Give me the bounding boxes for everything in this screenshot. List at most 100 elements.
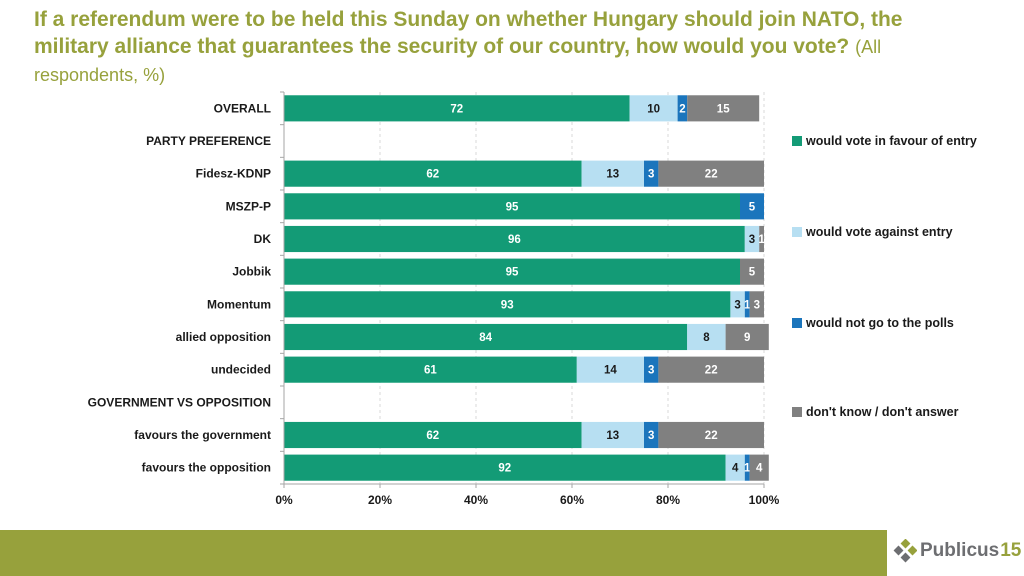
bar-segment-not-go xyxy=(744,291,750,318)
bar-segment-dont-know xyxy=(749,454,769,481)
data-label-against: 8 xyxy=(703,332,710,344)
data-label-not-go: 5 xyxy=(749,201,756,213)
data-label-dont-know: 9 xyxy=(744,332,750,344)
bar-segment-against xyxy=(581,421,644,449)
legend-swatch-dont-know xyxy=(792,407,802,417)
category-label: favours the government xyxy=(134,428,271,442)
bar-segment-against xyxy=(576,356,644,383)
legend-item-dont-know: don't know / don't answer xyxy=(792,402,1007,422)
category-label: Jobbik xyxy=(232,265,271,279)
data-label-dont-know: 22 xyxy=(705,169,718,181)
category-label: undecided xyxy=(211,363,271,377)
bar-segment-favour xyxy=(284,323,688,351)
chart-title: If a referendum were to be held this Sun… xyxy=(34,6,934,89)
category-label: favours the opposition xyxy=(142,461,271,475)
bar-segment-favour xyxy=(284,225,745,253)
bar-segment-dont-know xyxy=(749,291,764,318)
bar-segment-favour xyxy=(284,193,740,220)
data-label-not-go: 3 xyxy=(648,365,654,377)
category-label: allied opposition xyxy=(176,330,271,344)
bar-segment-favour xyxy=(284,160,582,187)
data-label-dont-know: 22 xyxy=(705,430,718,442)
bar-segment-dont-know xyxy=(759,225,764,253)
category-label: GOVERNMENT VS OPPOSITION xyxy=(88,395,271,409)
data-label-favour: 92 xyxy=(498,463,511,475)
bar-segment-favour xyxy=(284,356,577,383)
x-tick-label: 0% xyxy=(275,493,293,507)
data-label-against: 14 xyxy=(604,365,617,377)
legend-label-dont-know: don't know / don't answer xyxy=(806,405,959,419)
bar-segment-not-go xyxy=(740,193,764,220)
chart-title-main: If a referendum were to be held this Sun… xyxy=(34,8,903,58)
legend-swatch-favour xyxy=(792,136,802,146)
category-label: Fidesz-KDNP xyxy=(196,167,271,181)
data-label-dont-know: 1 xyxy=(758,234,765,246)
legend-item-not-go: would not go to the polls xyxy=(792,313,1007,333)
data-label-favour: 95 xyxy=(506,201,519,213)
legend-label-not-go: would not go to the polls xyxy=(806,316,954,330)
data-label-against: 3 xyxy=(734,299,740,311)
diamond-logo-icon xyxy=(893,539,917,563)
legend-item-against: would vote against entry xyxy=(792,222,1007,242)
data-label-against: 10 xyxy=(647,103,660,115)
legend-item-favour: would vote in favour of entry xyxy=(792,131,1007,151)
bar-segment-not-go xyxy=(644,160,659,187)
bar-segment-against xyxy=(730,291,745,318)
bar-segment-against xyxy=(629,95,678,122)
bar-segment-against xyxy=(581,160,644,187)
data-label-dont-know: 22 xyxy=(705,365,718,377)
bar-segment-against xyxy=(744,225,760,253)
x-tick-label: 20% xyxy=(368,493,392,507)
data-label-favour: 95 xyxy=(506,267,519,279)
legend-label-against: would vote against entry xyxy=(806,225,953,239)
bar-segment-favour xyxy=(284,421,582,449)
bar-segment-not-go xyxy=(677,95,688,122)
category-label: Momentum xyxy=(207,297,271,311)
x-tick-label: 80% xyxy=(656,493,680,507)
category-label: DK xyxy=(254,232,272,246)
data-label-against: 3 xyxy=(749,234,755,246)
data-label-not-go: 1 xyxy=(744,463,751,475)
data-label-dont-know: 5 xyxy=(749,267,756,279)
data-label-not-go: 3 xyxy=(648,169,654,181)
category-label: PARTY PREFERENCE xyxy=(146,134,271,148)
bar-segment-dont-know xyxy=(658,160,764,187)
bar-segment-dont-know xyxy=(658,421,764,449)
bar-segment-favour xyxy=(284,95,630,122)
data-label-dont-know: 3 xyxy=(754,299,760,311)
data-label-against: 4 xyxy=(732,463,739,475)
data-label-favour: 96 xyxy=(508,234,521,246)
bar-segment-favour xyxy=(284,258,740,285)
logo-number: 15 xyxy=(1000,540,1022,561)
legend-swatch-not-go xyxy=(792,318,802,328)
bar-segment-favour xyxy=(284,454,726,481)
bar-segment-not-go xyxy=(644,356,659,383)
x-tick-label: 40% xyxy=(464,493,488,507)
bar-segment-not-go xyxy=(744,454,750,481)
bar-segment-dont-know xyxy=(725,323,769,351)
data-label-against: 13 xyxy=(606,430,619,442)
legend-swatch-against xyxy=(792,227,802,237)
category-label: OVERALL xyxy=(214,101,271,115)
category-label: MSZP-P xyxy=(226,199,271,213)
data-label-not-go: 1 xyxy=(744,299,751,311)
data-label-against: 13 xyxy=(606,169,619,181)
data-label-favour: 72 xyxy=(450,103,463,115)
chart-title-sub: (All respondents, %) xyxy=(34,37,882,85)
data-label-favour: 93 xyxy=(501,299,514,311)
footer-band xyxy=(0,530,887,576)
bar-segment-against xyxy=(725,454,745,481)
logo-text: Publicus xyxy=(920,540,1000,561)
bar-segment-dont-know xyxy=(658,356,764,383)
data-label-favour: 61 xyxy=(424,365,437,377)
bar-segment-not-go xyxy=(644,421,659,449)
data-label-favour: 84 xyxy=(479,332,492,344)
data-label-dont-know: 4 xyxy=(756,463,763,475)
bar-segment-dont-know xyxy=(687,95,760,122)
bar-segment-favour xyxy=(284,291,731,318)
x-tick-label: 60% xyxy=(560,493,584,507)
data-label-dont-know: 15 xyxy=(717,103,730,115)
bar-segment-against xyxy=(687,323,726,351)
x-tick-label: 100% xyxy=(749,493,780,507)
